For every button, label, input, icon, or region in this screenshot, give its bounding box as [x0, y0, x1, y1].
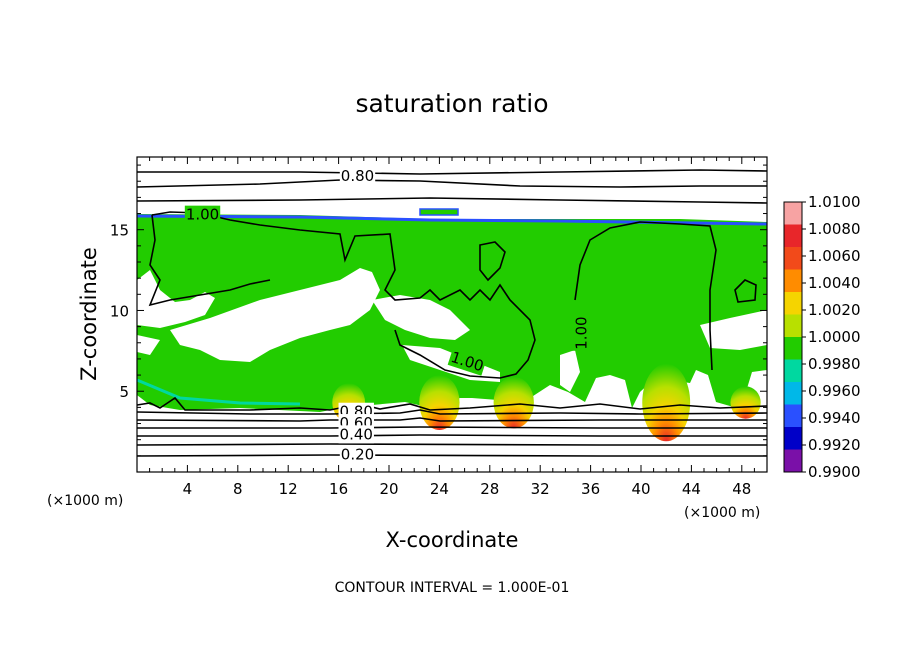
contour-0.80 [137, 197, 767, 204]
y-tick-label: 15 [110, 222, 129, 240]
contour-1.00 [574, 221, 717, 371]
x-axis: 4 8 12 16 20 24 28 32 36 40 44 48 [149, 157, 755, 498]
colorbar-swatch [784, 449, 802, 473]
y-axis-label: Z-coordinate [77, 247, 101, 381]
clear-region [372, 295, 470, 340]
contour-1.00 [151, 211, 536, 379]
contour-low [137, 454, 767, 457]
y-tick-label: 5 [119, 383, 129, 401]
colorbar-swatch [784, 292, 802, 315]
plot-field: 0.801.001.001.000.800.600.400.20 [137, 166, 767, 464]
clear-region [170, 268, 380, 362]
x-tick-label: 20 [379, 480, 398, 498]
contour-1.00 [479, 241, 506, 282]
contour-label: 1.00 [186, 206, 219, 224]
x-unit-left: (×1000 m) [47, 493, 123, 509]
colorbar-label: 0.9920 [808, 436, 861, 454]
contour-label: 0.40 [340, 425, 373, 443]
hot-spot [642, 363, 691, 442]
colorbar-label: 1.0100 [808, 193, 861, 211]
contour-0.80 [137, 179, 767, 188]
cloud-edge [137, 378, 301, 406]
x-tick-label: 24 [430, 480, 449, 498]
colorbar-swatch [784, 382, 802, 405]
colorbar-label: 0.9980 [808, 355, 861, 373]
contour-low [137, 434, 767, 437]
colorbar-swatch [784, 269, 802, 293]
x-tick-label: 16 [329, 480, 348, 498]
contour-1.00 [734, 279, 757, 303]
clear-region [560, 350, 580, 392]
x-tick-label: 28 [480, 480, 499, 498]
colorbar-label: 1.0000 [808, 328, 861, 346]
contour-low [137, 426, 767, 429]
colorbar-label: 0.9900 [808, 463, 861, 481]
x-tick-label: 12 [279, 480, 298, 498]
colorbar-label: 1.0040 [808, 274, 861, 292]
x-unit-right: (×1000 m) [684, 505, 760, 521]
y-axis: 5 10 15 [110, 164, 767, 457]
colorbar-swatch [784, 427, 802, 450]
clear-region [137, 270, 215, 328]
x-axis-label: X-coordinate [386, 528, 519, 552]
hot-spot [730, 386, 761, 419]
contour-lines [137, 169, 767, 457]
contour-0.80 [137, 169, 767, 175]
y-tick-label: 10 [110, 302, 129, 320]
contour-label: 1.00 [572, 316, 590, 349]
clear-region [700, 310, 767, 350]
contour-interval-note: CONTOUR INTERVAL = 1.000E-01 [335, 580, 570, 596]
colorbar-swatch [784, 247, 802, 270]
x-tick-label: 40 [631, 480, 650, 498]
x-tick-label: 32 [531, 480, 550, 498]
contour-low [137, 417, 767, 422]
colorbar-swatch [784, 224, 802, 248]
colorbar-swatch [784, 314, 802, 338]
clear-region [137, 335, 160, 355]
x-tick-label: 4 [183, 480, 193, 498]
colorbar-label: 1.0060 [808, 247, 861, 265]
colorbar-label: 0.9940 [808, 409, 861, 427]
colorbar-swatch [784, 337, 802, 360]
contour-low [137, 443, 767, 446]
contour-label: 0.80 [341, 167, 374, 185]
colorbar-swatch [784, 359, 802, 383]
chart-title: saturation ratio [355, 89, 548, 118]
contour-labels: 0.801.001.001.000.800.600.400.20 [184, 166, 591, 464]
x-tick-label: 44 [682, 480, 701, 498]
contour-low [137, 409, 767, 415]
contour-low [137, 396, 767, 411]
colorbar-label: 1.0080 [808, 220, 861, 238]
x-tick-label: 48 [732, 480, 751, 498]
x-tick-label: 36 [581, 480, 600, 498]
colorbar: 1.0100 1.0080 1.0060 1.0040 1.0020 1.0000 0.99… [783, 193, 861, 481]
contour-label: 0.20 [341, 446, 374, 464]
x-tick-label: 8 [233, 480, 243, 498]
colorbar-swatch [784, 202, 802, 225]
cloud-edge [137, 214, 767, 226]
hot-spot [419, 375, 460, 430]
hot-spot [493, 376, 534, 429]
colorbar-swatch [784, 404, 802, 428]
cloud-strip [419, 208, 459, 216]
colorbar-label: 1.0020 [808, 301, 861, 319]
colorbar-label: 0.9960 [808, 382, 861, 400]
contour-1.00 [148, 214, 271, 307]
